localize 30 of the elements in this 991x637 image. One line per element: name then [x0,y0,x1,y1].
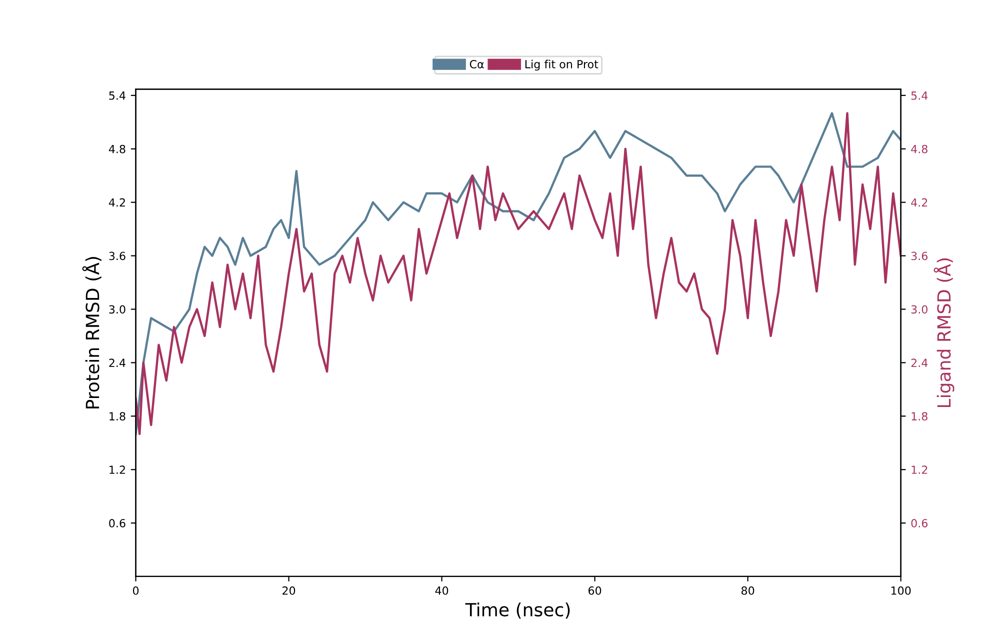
y2-tick-label: 0.6 [911,519,928,528]
y-tick-label: 4.2 [108,198,125,207]
y-tick-label: 1.8 [110,412,126,421]
y-tick-label: 3.0 [109,305,126,314]
legend-label: Cα [470,60,484,68]
x-tick-label: 40 [435,586,448,595]
x-tick-label: 80 [741,586,754,595]
x-tick-label: 100 [891,586,911,595]
x-tick-label: 20 [282,586,296,595]
y-tick-label: 1.2 [110,466,125,474]
y-axis-title: Protein RMSD (Å) [82,257,102,408]
y2-tick-label: 1.8 [912,412,928,421]
y-tick-label: 4.8 [108,144,126,154]
y-tick-label: 3.6 [109,252,126,260]
y2-tick-label: 4.8 [911,144,928,154]
legend-label: Lig fit on Prot [525,60,598,71]
y-tick-label: 2.4 [109,358,126,367]
y2-tick-label: 2.4 [911,358,928,367]
line-series [136,112,901,436]
y2-tick-label: 5.4 [911,92,928,100]
y2-tick-label: 3.6 [911,252,928,260]
y2-tick-label: 3.0 [911,305,928,314]
y-tick-label: 0.6 [109,519,126,528]
y-tick-label: 5.4 [109,92,126,100]
x-tick-label: 0 [132,586,139,595]
y2-tick-label: 1.2 [912,466,928,474]
y2-axis-title: Ligand RMSD (Å) [934,258,954,408]
y2-tick-label: 4.2 [911,198,928,207]
x-axis-title: Time (nsec) [465,602,570,619]
x-tick-label: 60 [588,586,602,595]
